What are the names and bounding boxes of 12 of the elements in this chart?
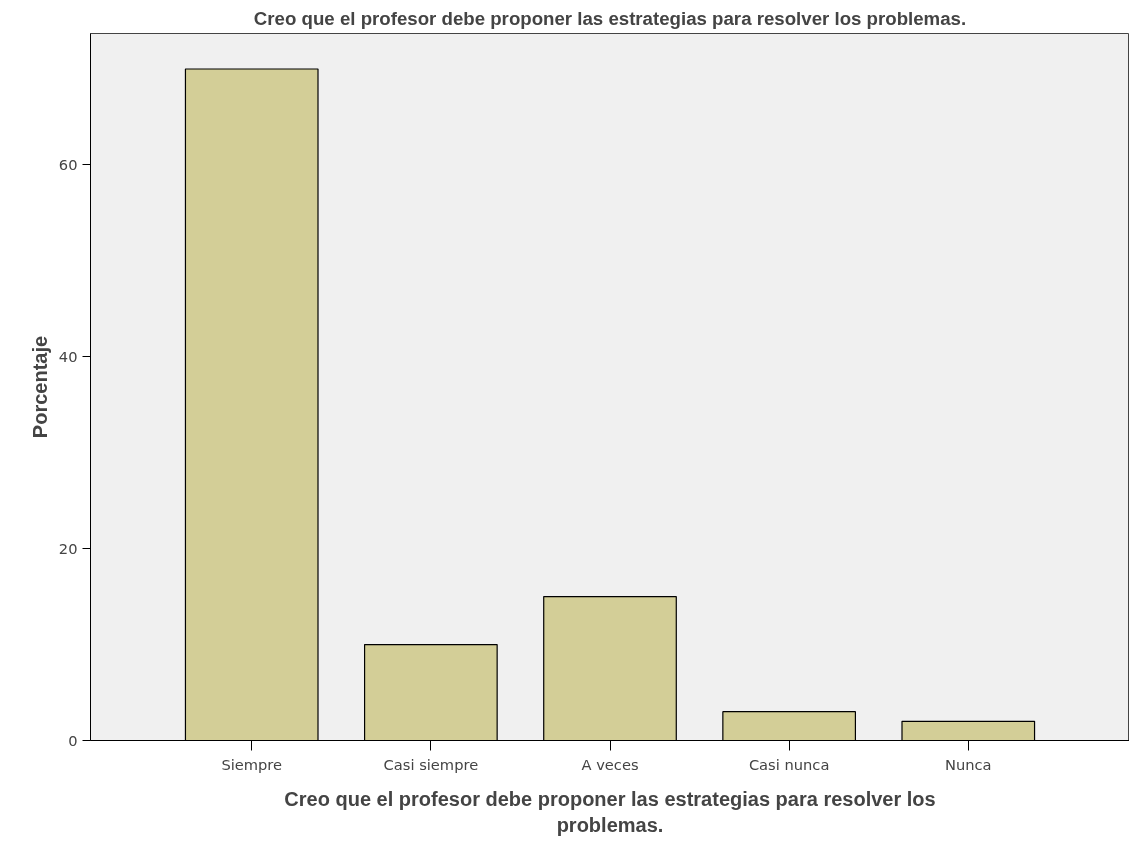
x-tick-label: Casi nunca [748, 755, 830, 773]
y-tick-label: 40 [58, 347, 78, 365]
chart-title: Creo que el profesor debe proponer las estrategias para resolver los problemas. [253, 7, 967, 29]
y-tick-label: 60 [58, 155, 78, 173]
x-tick-label: Siempre [221, 755, 283, 773]
y-tick-label: 0 [68, 731, 78, 749]
y-axis-title: Porcentaje [28, 335, 51, 439]
x-tick-label: Nunca [944, 755, 992, 773]
x-tick-label: Casi siempre [383, 755, 479, 773]
y-tick-label: 20 [58, 539, 78, 557]
x-axis-title: Creo que el profesor debe proponer las estrategias para resolver los problemas. [284, 787, 936, 836]
x-tick-label: A veces [581, 755, 639, 773]
